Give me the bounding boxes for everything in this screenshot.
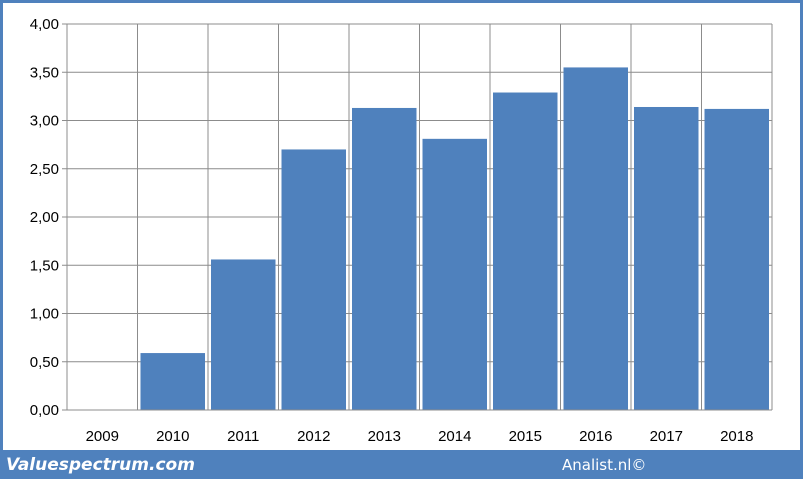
bar — [352, 107, 417, 410]
x-tick-label: 2011 — [227, 428, 259, 445]
x-tick-label: 2012 — [297, 428, 330, 445]
bar — [563, 67, 628, 411]
y-tick-label: 0,00 — [30, 402, 59, 419]
y-tick-label: 1,00 — [30, 306, 59, 323]
bar — [704, 108, 769, 411]
x-tick-label: 2018 — [720, 428, 753, 445]
bar — [211, 259, 276, 410]
y-tick-label: 1,50 — [30, 257, 59, 274]
y-tick-label: 3,50 — [30, 64, 59, 81]
x-tick-labels: 2009 2010 2011 2012 2013 2014 2015 2016 2017 2018 — [86, 428, 754, 445]
axes — [62, 23, 772, 411]
bar-chart: 0,00 0,50 1,00 1,50 2,00 2,50 3,00 3,50 4,00 200… — [30, 16, 773, 445]
valuespectrum-brand[interactable]: Valuespectrum.com — [6, 455, 195, 475]
analist-brand[interactable]: Analist.nl© — [562, 456, 647, 474]
bar — [634, 106, 699, 411]
y-tick-label: 2,50 — [30, 161, 59, 178]
bars — [140, 67, 769, 411]
y-tick-label: 0,50 — [30, 354, 59, 371]
x-tick-label: 2017 — [650, 428, 683, 445]
x-tick-label: 2010 — [156, 428, 189, 445]
bar — [422, 138, 487, 410]
x-tick-label: 2014 — [438, 428, 471, 445]
y-tick-label: 2,00 — [30, 209, 59, 226]
bar — [281, 149, 346, 410]
bar — [140, 353, 205, 410]
footer-bar: Valuespectrum.com Analist.nl© — [0, 452, 803, 479]
x-tick-label: 2013 — [368, 428, 401, 445]
y-tick-label: 3,00 — [30, 113, 59, 130]
x-tick-label: 2009 — [86, 428, 119, 445]
bar — [493, 92, 558, 410]
y-tick-label: 4,00 — [30, 16, 59, 33]
x-tick-label: 2016 — [579, 428, 612, 445]
y-tick-labels: 0,00 0,50 1,00 1,50 2,00 2,50 3,00 3,50 4,00 — [30, 16, 59, 419]
x-tick-label: 2015 — [509, 428, 542, 445]
